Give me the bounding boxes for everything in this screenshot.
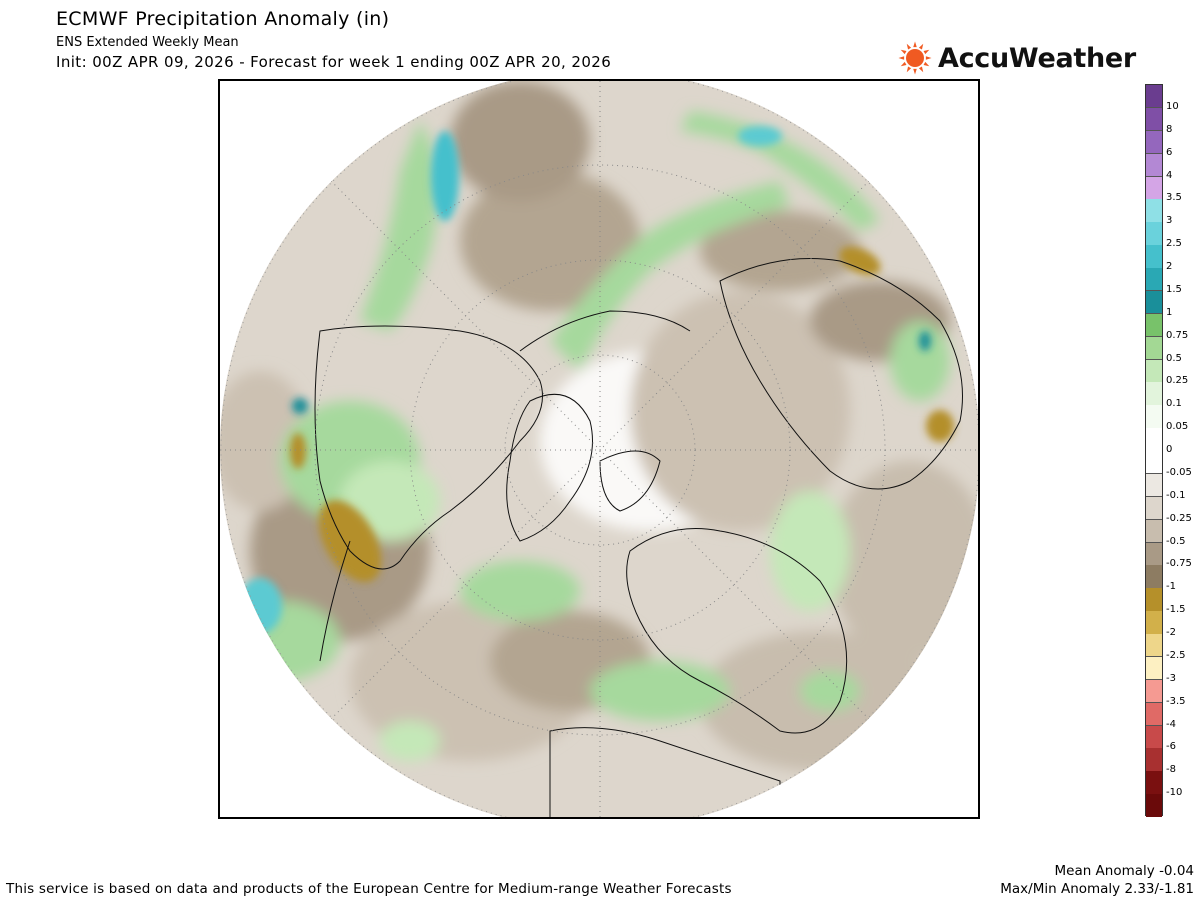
colorbar-swatch [1146,679,1162,704]
colorbar-label: 0.25 [1166,375,1189,387]
colorbar-swatch [1146,130,1162,155]
page-subtitle: ENS Extended Weekly Mean [56,35,239,50]
sun-icon [898,41,932,75]
hemisphere-map [220,81,978,817]
colorbar-label: 0.5 [1166,352,1182,364]
colorbar-label: -2 [1166,627,1176,638]
colorbar-swatch [1146,794,1162,817]
page-title: ECMWF Precipitation Anomaly (in) [56,8,390,30]
colorbar-label: -3 [1166,672,1176,684]
colorbar-label: 4 [1166,169,1173,181]
colorbar-label: -0.75 [1166,558,1192,570]
colorbar-swatch [1146,222,1162,246]
colorbar-swatch [1146,107,1162,132]
brand-name: AccuWeather [938,42,1136,74]
colorbar-label: 6 [1166,146,1173,158]
colorbar-label: 1 [1166,306,1173,318]
anomaly-field [220,81,978,771]
colorbar-swatch [1146,428,1162,452]
brand-logo: AccuWeather [898,40,1136,76]
colorbar-label: 0.1 [1166,398,1182,410]
colorbar-swatch [1146,542,1162,566]
colorbar-label: -0.05 [1166,466,1192,478]
colorbar-label: 0.75 [1166,329,1189,341]
colorbar-swatch [1146,405,1162,429]
colorbar-label: 3 [1166,215,1173,227]
colorbar-swatch [1146,313,1162,338]
colorbar-label: 0 [1166,444,1173,455]
colorbar-label: -8 [1166,764,1176,776]
colorbar-swatch [1146,725,1162,749]
colorbar-swatch [1146,611,1162,635]
colorbar-swatch [1146,702,1162,726]
colorbar-label: 2 [1166,261,1173,272]
colorbar-label: 0.05 [1166,421,1189,433]
init-time-label: Init: 00Z APR 09, 2026 - Forecast for we… [56,53,612,71]
colorbar-swatch [1146,382,1162,406]
colorbar-swatch [1146,290,1162,315]
colorbar-swatch [1146,656,1162,681]
colorbar-label: -0.25 [1166,512,1192,524]
colorbar-swatch [1146,336,1162,360]
colorbar-label: -6 [1166,741,1176,753]
colorbar-swatch [1146,153,1162,177]
colorbar-swatch [1146,359,1162,383]
colorbar-swatch [1146,771,1162,795]
colorbar-label: -4 [1166,718,1176,730]
colorbar-label: 1.5 [1166,283,1182,295]
colorbar-swatch [1146,199,1162,223]
mean-anomaly: Mean Anomaly -0.04 [1054,863,1194,879]
colorbar-label: -1 [1166,581,1176,593]
colorbar-label: 2.5 [1166,238,1182,250]
colorbar-swatch [1146,588,1162,612]
colorbar-swatch [1146,565,1162,589]
colorbar-swatch [1146,496,1162,521]
precipitation-colorbar [1145,84,1163,817]
graticule [220,81,978,817]
colorbar-label: -2.5 [1166,649,1186,661]
data-credit: This service is based on data and produc… [6,881,732,897]
colorbar-label: -1.5 [1166,604,1186,616]
colorbar-swatch [1146,85,1162,109]
coastlines [314,258,963,817]
colorbar-swatch [1146,268,1162,292]
colorbar-label: -3.5 [1166,695,1186,707]
maxmin-anomaly: Max/Min Anomaly 2.33/-1.81 [1000,881,1194,897]
colorbar-swatch [1146,748,1162,772]
colorbar-swatch [1146,451,1162,475]
colorbar-swatch [1146,473,1162,498]
colorbar-label: 8 [1166,123,1173,135]
colorbar-label: -10 [1166,787,1183,799]
colorbar-label: 10 [1166,100,1179,112]
colorbar-swatch [1146,245,1162,269]
colorbar-swatch [1146,634,1162,658]
colorbar-swatch [1146,519,1162,543]
colorbar-label: -0.5 [1166,535,1186,547]
colorbar-swatch [1146,176,1162,200]
colorbar-label: -0.1 [1166,489,1186,501]
colorbar-label: 3.5 [1166,192,1182,204]
map-panel [218,79,980,819]
